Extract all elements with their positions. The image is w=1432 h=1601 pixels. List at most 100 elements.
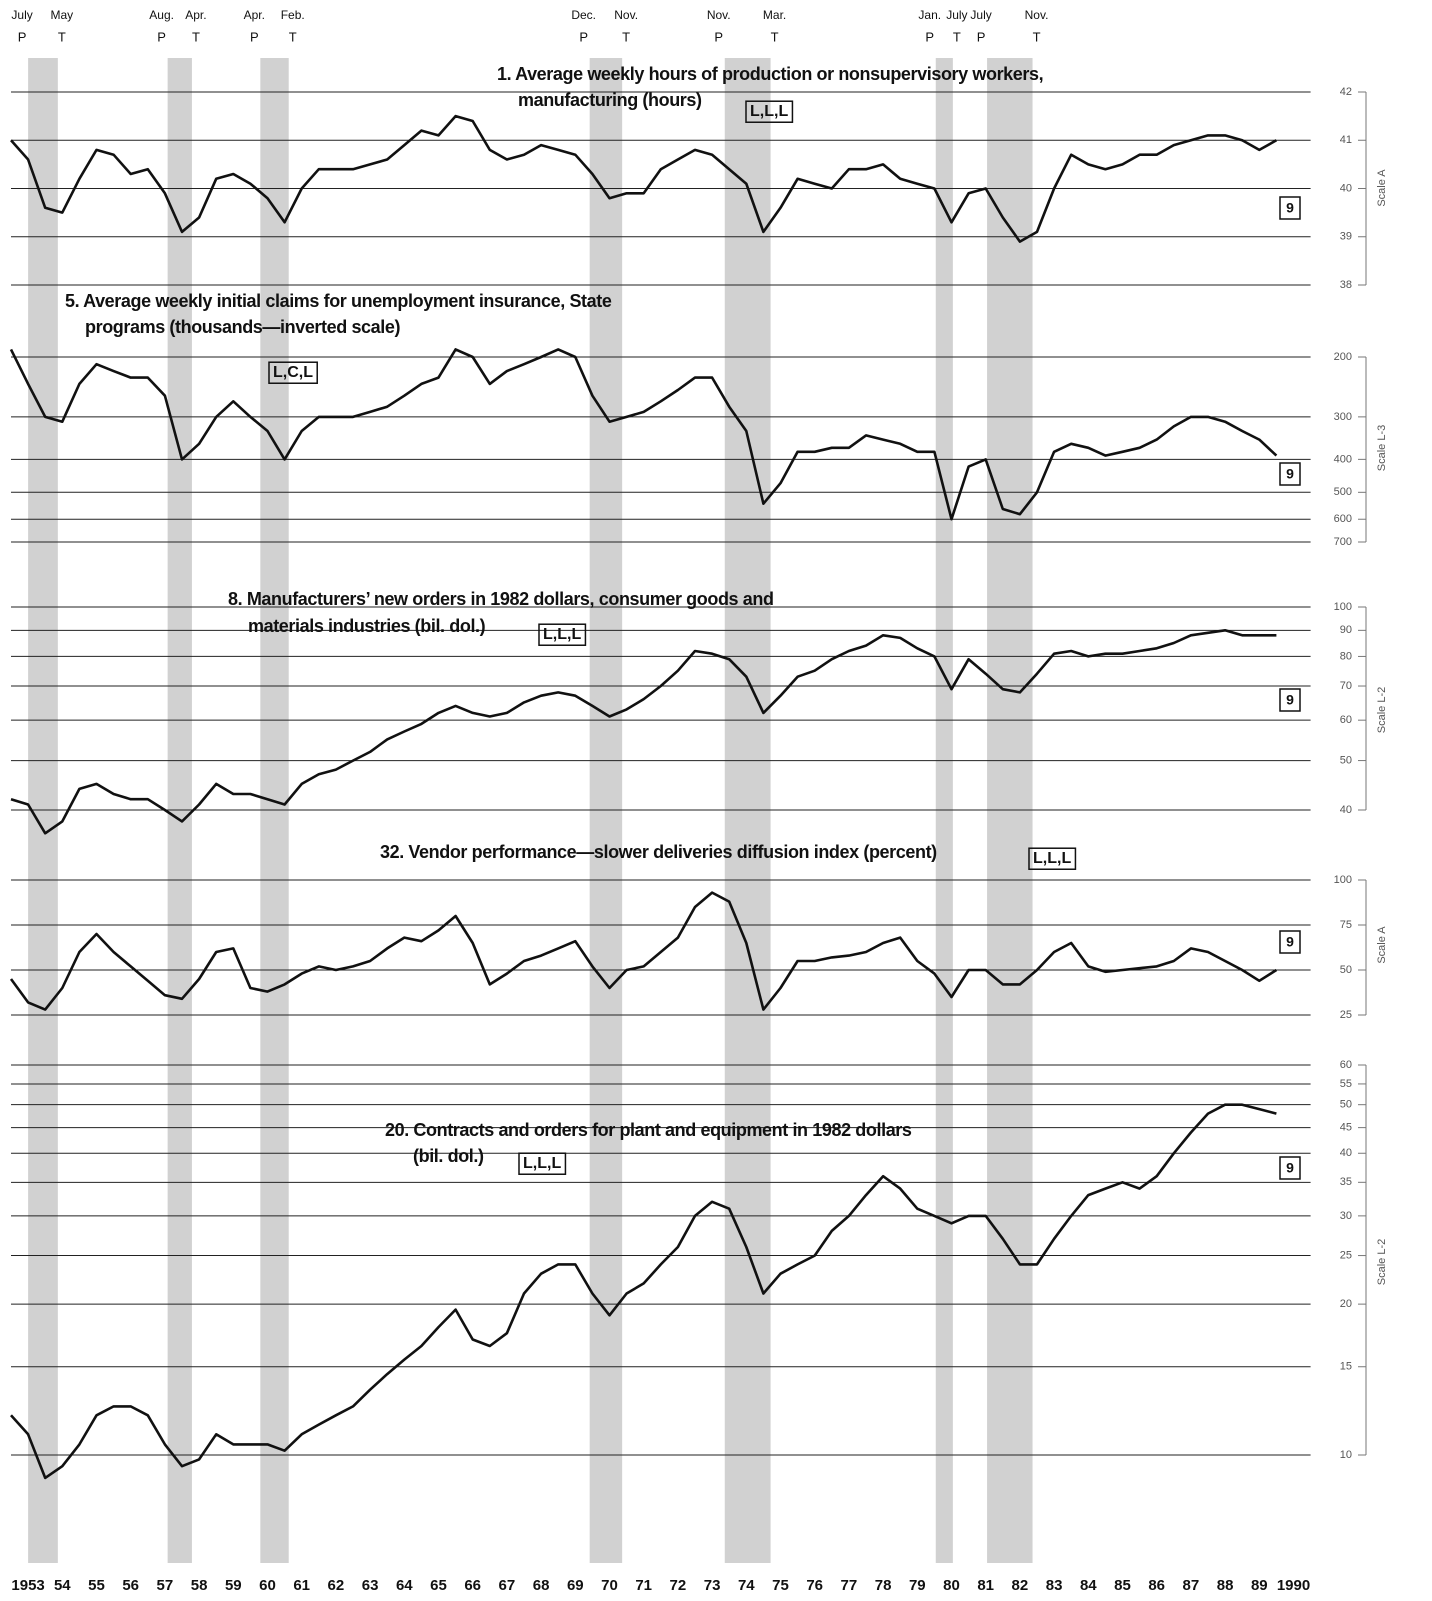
trough-marker: T <box>289 29 297 44</box>
x-tick-label: 58 <box>191 1577 208 1594</box>
y-tick-label: 25 <box>1340 1249 1352 1261</box>
x-tick-label: 86 <box>1148 1577 1165 1594</box>
y-tick-label: 40 <box>1340 1147 1352 1159</box>
x-tick-label: 61 <box>293 1577 310 1594</box>
series-line <box>9 891 1278 1011</box>
series-box <box>1279 196 1301 220</box>
y-tick-label: 80 <box>1340 650 1352 662</box>
x-tick-label: 66 <box>464 1577 481 1594</box>
peak-month: Jan. <box>918 8 941 22</box>
x-tick-label: 65 <box>430 1577 447 1594</box>
x-tick-label: 80 <box>943 1577 960 1594</box>
series-number: 9 <box>1286 200 1294 216</box>
panel-title: materials industries (bil. dol.) <box>248 616 486 636</box>
trough-marker: T <box>622 29 630 44</box>
series-line <box>10 629 1277 835</box>
x-tick-label: 67 <box>499 1577 516 1594</box>
series-line <box>10 1103 1277 1480</box>
x-tick-label: 88 <box>1217 1577 1234 1594</box>
series-number: 9 <box>1286 1160 1294 1176</box>
y-tick-label: 15 <box>1340 1361 1352 1373</box>
y-tick-label: 50 <box>1340 1099 1352 1111</box>
series-line <box>9 348 1278 521</box>
y-tick-label: 600 <box>1334 513 1352 525</box>
scale-label: Scale A <box>1376 926 1388 964</box>
scale-label: Scale L-3 <box>1376 425 1388 471</box>
x-tick-label: 74 <box>738 1577 755 1594</box>
x-tick-label: 54 <box>54 1577 71 1594</box>
x-tick-label: 71 <box>635 1577 652 1594</box>
y-tick-label: 42 <box>1340 86 1352 98</box>
timing-code: L,L,L <box>523 1155 561 1172</box>
panel-title: (bil. dol.) <box>413 1146 484 1166</box>
trough-marker: T <box>771 29 779 44</box>
x-tick-label: 85 <box>1114 1577 1131 1594</box>
trough-month: Feb. <box>281 8 305 22</box>
timing-code: L,C,L <box>273 364 313 381</box>
scale-label: Scale L-2 <box>1376 687 1388 733</box>
trough-month: Nov. <box>1025 8 1049 22</box>
y-tick-label: 60 <box>1340 714 1352 726</box>
trough-month: Mar. <box>763 8 786 22</box>
y-tick-label: 45 <box>1340 1122 1352 1134</box>
trough-month: Apr. <box>185 8 206 22</box>
timing-code: L,L,L <box>1033 850 1071 867</box>
peak-marker: P <box>925 29 934 44</box>
y-tick-label: 50 <box>1340 754 1352 766</box>
x-tick-label: 55 <box>88 1577 105 1594</box>
trough-marker: T <box>192 29 200 44</box>
trough-month: Nov. <box>614 8 638 22</box>
panel-title: 20. Contracts and orders for plant and e… <box>385 1120 912 1140</box>
x-tick-label: 72 <box>670 1577 687 1594</box>
series-box <box>1279 930 1301 954</box>
y-tick-label: 100 <box>1334 601 1352 613</box>
x-tick-label: 69 <box>567 1577 584 1594</box>
panel-title: 8. Manufacturers’ new orders in 1982 dol… <box>228 589 774 609</box>
peak-marker: P <box>714 29 723 44</box>
timing-box <box>268 361 318 384</box>
x-tick-label: 59 <box>225 1577 242 1594</box>
x-tick-label: 70 <box>601 1577 618 1594</box>
scale-label: Scale A <box>1376 169 1388 207</box>
peak-marker: P <box>18 29 27 44</box>
trough-month: May <box>51 8 74 22</box>
series-box <box>1279 1156 1301 1180</box>
x-tick-label: 76 <box>806 1577 823 1594</box>
panel-title: 1. Average weekly hours of production or… <box>497 64 1043 84</box>
peak-month: Nov. <box>707 8 731 22</box>
timing-box <box>518 1152 567 1175</box>
y-tick-label: 100 <box>1334 874 1352 886</box>
series-number: 9 <box>1286 466 1294 482</box>
series-box <box>1279 688 1301 712</box>
y-tick-label: 500 <box>1334 486 1352 498</box>
timing-code: L,L,L <box>543 626 581 643</box>
x-tick-label: 79 <box>909 1577 926 1594</box>
y-tick-label: 40 <box>1340 804 1352 816</box>
x-tick-label: 84 <box>1080 1577 1097 1594</box>
x-tick-label: 57 <box>157 1577 174 1594</box>
peak-marker: P <box>157 29 166 44</box>
timing-box <box>1028 847 1077 870</box>
x-tick-label: 82 <box>1012 1577 1029 1594</box>
peak-marker: P <box>977 29 986 44</box>
y-tick-label: 35 <box>1340 1176 1352 1188</box>
peak-marker: P <box>579 29 588 44</box>
y-tick-label: 400 <box>1334 453 1352 465</box>
trough-marker: T <box>58 29 66 44</box>
y-tick-label: 75 <box>1340 919 1352 931</box>
y-tick-label: 38 <box>1340 279 1352 291</box>
peak-month: July <box>11 8 32 22</box>
y-tick-label: 10 <box>1340 1449 1352 1461</box>
panel-title: 32. Vendor performance—slower deliveries… <box>380 842 937 862</box>
series-number: 9 <box>1286 692 1294 708</box>
x-tick-label: 78 <box>875 1577 892 1594</box>
y-tick-label: 40 <box>1340 182 1352 194</box>
y-tick-label: 700 <box>1334 536 1352 548</box>
peak-month: July <box>970 8 991 22</box>
scale-label: Scale L-2 <box>1376 1239 1388 1285</box>
peak-month: Apr. <box>244 8 265 22</box>
y-tick-label: 90 <box>1340 624 1352 636</box>
y-tick-label: 70 <box>1340 680 1352 692</box>
y-tick-label: 20 <box>1340 1298 1352 1310</box>
